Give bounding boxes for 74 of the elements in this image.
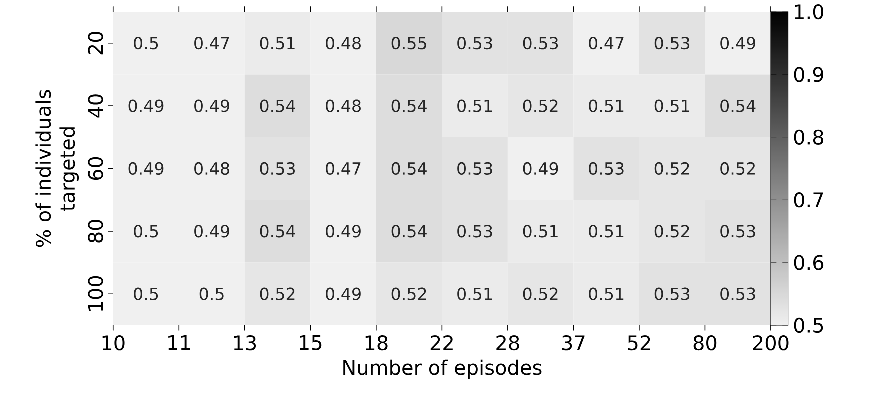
data-label: 0.54: [392, 100, 427, 112]
y-axis-title: % of individuals targeted: [36, 90, 80, 248]
text: 18: [366, 335, 388, 351]
data-label: 0.51: [589, 288, 624, 300]
data-label: 0.49: [720, 36, 756, 50]
text: 80: [694, 335, 717, 351]
y-tick-label: 20: [88, 32, 104, 55]
data-label: 0.52: [720, 162, 755, 175]
data-label: 0.53: [654, 36, 690, 50]
text: 10: [102, 335, 125, 351]
y-tick-label: 40: [88, 94, 104, 118]
data-label: 0.49: [523, 162, 558, 175]
data-label: 0.49: [128, 162, 164, 175]
data-label: 0.49: [128, 100, 164, 112]
color-bar-label: 0.5: [794, 318, 824, 333]
data-label: 0.47: [194, 36, 230, 50]
data-label: 0.51: [523, 225, 558, 238]
data-label: 0.54: [392, 225, 427, 238]
data-label: 0.48: [326, 36, 361, 50]
text: 13: [234, 335, 256, 351]
color-bar-label: 0.7: [794, 192, 824, 208]
data-label: 0.54: [720, 100, 756, 112]
data-label: 0.47: [589, 36, 624, 50]
text: 22: [430, 335, 453, 350]
data-label: 0.5: [134, 288, 158, 300]
y-tick-label: 60: [88, 157, 104, 180]
data-label: 0.47: [326, 162, 361, 175]
data-label: 0.53: [720, 225, 756, 238]
data-label: 0.51: [589, 100, 624, 112]
text: 11: [168, 335, 190, 350]
data-label: 0.51: [260, 36, 295, 50]
text: 15: [300, 335, 322, 350]
data-label: 0.52: [392, 288, 426, 300]
text: 200: [753, 335, 789, 351]
color-bar-label: 0.6: [794, 255, 824, 270]
color-bar-label: 0.8: [794, 130, 824, 145]
data-label: 0.48: [326, 100, 361, 112]
data-label: 0.51: [589, 225, 624, 238]
data-label: 0.54: [260, 100, 296, 112]
data-label: 0.51: [458, 288, 492, 300]
data-label: 0.5: [134, 225, 158, 238]
y-tick-label: 80: [88, 220, 104, 243]
data-label: 0.52: [523, 100, 558, 112]
data-label: 0.52: [654, 225, 690, 238]
data-label: 0.53: [458, 162, 492, 175]
data-label: 0.49: [326, 288, 361, 300]
text: 37: [562, 335, 585, 351]
data-label: 0.53: [589, 162, 624, 175]
data-label: 0.53: [458, 36, 492, 50]
color-bar-label: 0.9: [794, 67, 824, 82]
data-label: 0.54: [392, 162, 427, 175]
data-label: 0.52: [523, 288, 558, 300]
data-label: 0.49: [194, 225, 230, 238]
data-label: 0.53: [260, 162, 295, 175]
data-label: 0.5: [200, 288, 224, 300]
data-label: 0.53: [654, 288, 690, 300]
data-label: 0.5: [134, 36, 158, 50]
data-label: 0.55: [392, 36, 426, 50]
data-label: 0.54: [260, 225, 296, 238]
data-label: 0.53: [458, 225, 492, 238]
text: 52: [628, 335, 650, 351]
data-label: 0.51: [654, 100, 690, 112]
text: 28: [496, 335, 520, 351]
data-label: 0.48: [194, 162, 230, 175]
data-label: 0.53: [720, 288, 756, 300]
y-tick-label: 100: [88, 276, 104, 311]
data-label: 0.52: [654, 162, 690, 175]
color-bar-label: 1.0: [795, 4, 824, 20]
data-label: 0.49: [326, 225, 361, 238]
data-label: 0.49: [194, 100, 230, 112]
x-axis-title: Number of episodes: [344, 360, 542, 380]
data-label: 0.52: [260, 288, 295, 300]
data-label: 0.53: [523, 36, 558, 50]
data-label: 0.51: [458, 100, 492, 112]
